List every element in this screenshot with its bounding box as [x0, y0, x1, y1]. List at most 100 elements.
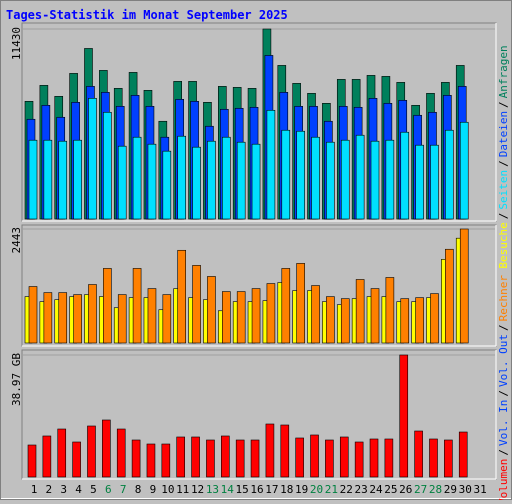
legend-separator: / — [497, 101, 510, 108]
bar — [207, 276, 216, 344]
bar — [207, 140, 216, 220]
bar — [131, 439, 141, 478]
legend-entry: Dateien — [497, 111, 510, 157]
bar — [310, 434, 319, 478]
bar — [192, 146, 201, 220]
bar — [177, 249, 186, 344]
x-tick-label: 1 — [31, 483, 38, 496]
bar — [266, 109, 276, 220]
x-tick-label: 30 — [459, 483, 472, 496]
bar — [399, 354, 409, 478]
bar — [251, 288, 261, 344]
legend-entry: Anfragen — [497, 45, 510, 98]
legend-separator: / — [497, 449, 510, 456]
bar — [57, 428, 67, 478]
x-tick-label: 23 — [355, 483, 368, 496]
legend-entry: Volumen — [497, 459, 510, 500]
bar — [73, 139, 82, 220]
bar — [117, 294, 127, 344]
bar — [88, 284, 97, 344]
bar — [326, 141, 335, 220]
bar — [430, 144, 439, 220]
bar — [28, 139, 38, 220]
bar — [311, 136, 320, 220]
bar — [430, 293, 439, 344]
bar — [147, 143, 157, 220]
x-tick-label: 11 — [176, 483, 189, 496]
bar — [132, 136, 142, 220]
bar — [281, 268, 291, 344]
bar — [459, 228, 469, 344]
x-tick-label: 26 — [399, 483, 412, 496]
x-tick-label: 3 — [60, 483, 67, 496]
bar — [116, 428, 126, 478]
bar — [58, 140, 68, 220]
chart-title: Tages-Statistik im Monat September 2025 — [6, 8, 288, 22]
legend-separator: / — [497, 390, 510, 397]
bar — [117, 145, 127, 220]
bar — [326, 296, 335, 344]
x-tick-label: 27 — [414, 483, 427, 496]
bar — [88, 98, 97, 220]
bar — [221, 435, 230, 478]
bar — [444, 439, 453, 478]
bar — [339, 436, 349, 478]
x-tick-label: 18 — [280, 483, 293, 496]
x-tick-label: 20 — [310, 483, 323, 496]
x-tick-label: 14 — [221, 483, 235, 496]
bar — [296, 263, 305, 344]
bar — [28, 286, 38, 344]
bar — [369, 438, 379, 478]
bar — [385, 277, 395, 344]
bar — [27, 444, 37, 478]
legend: Volumen / Vol. In / Vol. Out / Rechner — [497, 275, 510, 500]
bar — [206, 439, 215, 478]
bar — [355, 279, 365, 344]
legend-entry: Besuche — [497, 222, 510, 268]
x-tick-label: 5 — [90, 483, 97, 496]
bar — [414, 430, 423, 478]
bar — [385, 139, 395, 220]
legend-entry: Rechner — [497, 275, 510, 322]
x-tick-label: 8 — [135, 483, 142, 496]
bar — [429, 438, 438, 478]
bar — [415, 144, 424, 220]
legend-separator: / — [497, 324, 510, 331]
y-tick-label: 11430 — [10, 27, 23, 60]
bar — [222, 291, 231, 344]
bar — [73, 294, 82, 344]
x-tick-label: 10 — [161, 483, 174, 496]
x-tick-label: 6 — [105, 483, 112, 496]
bar — [415, 297, 424, 344]
bar — [162, 150, 172, 220]
legend-entry: Vol. In — [497, 400, 510, 446]
bar — [340, 298, 350, 344]
x-tick-label: 13 — [206, 483, 219, 496]
x-tick-label: 28 — [429, 483, 442, 496]
x-tick-label: 24 — [369, 483, 383, 496]
bar — [103, 111, 112, 220]
bar — [162, 294, 172, 344]
x-tick-label: 7 — [120, 483, 127, 496]
bar — [43, 292, 53, 344]
x-tick-label: 2 — [46, 483, 53, 496]
legend: Besuche / Seiten / Dateien / Anfragen — [497, 45, 510, 268]
x-tick-label: 9 — [150, 483, 157, 496]
x-tick-label: 21 — [325, 483, 338, 496]
bar — [222, 136, 231, 220]
bar — [147, 288, 157, 344]
bar — [250, 439, 260, 478]
x-tick-label: 15 — [236, 483, 249, 496]
bar — [236, 291, 246, 344]
y-tick-label: 2443 — [10, 227, 23, 254]
bar — [384, 438, 394, 478]
legend-entry: Vol. Out — [497, 334, 510, 387]
bar — [235, 439, 245, 478]
bar — [191, 436, 200, 478]
bar — [146, 443, 156, 478]
bar — [265, 423, 275, 478]
bar — [370, 288, 380, 344]
bar — [295, 437, 304, 478]
bar — [102, 419, 111, 478]
bar — [281, 129, 291, 220]
